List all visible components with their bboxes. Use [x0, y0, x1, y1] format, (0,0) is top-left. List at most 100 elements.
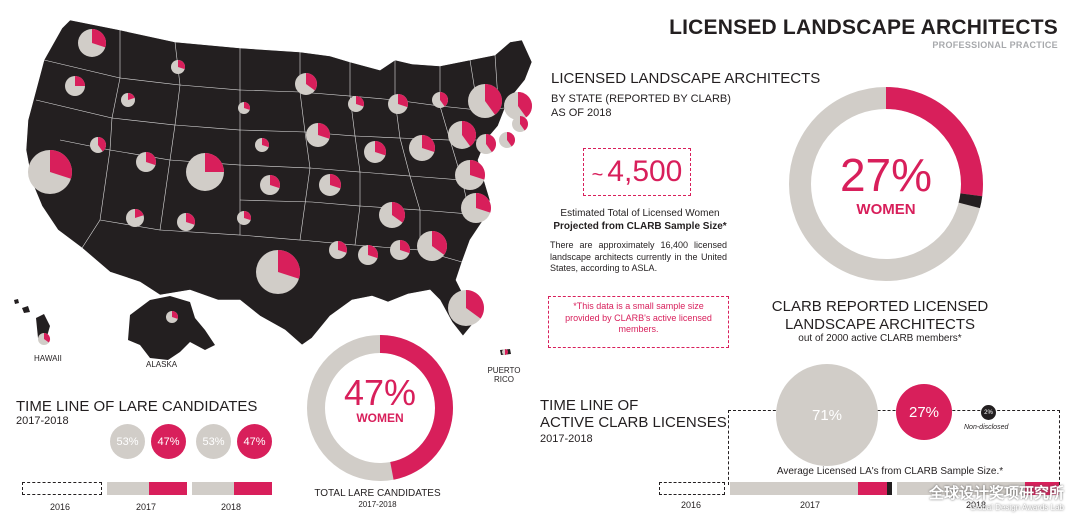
clarb-nondisclosed-bubble: 2% [981, 405, 996, 420]
state-pie-women-slice [98, 137, 107, 152]
clarb-reported-title: CLARB REPORTED LICENSED LANDSCAPE ARCHIT… [771, 298, 989, 333]
state-pie-women-slice [135, 209, 144, 218]
clarb-bar-2018-women [1024, 482, 1059, 495]
state-pie-women-slice [486, 134, 496, 153]
state-pie-women-slice [92, 29, 106, 48]
clarb-bar-2017 [730, 482, 892, 495]
lare-bar-2016 [22, 482, 102, 495]
clarb-men-bubble: 71% [776, 364, 878, 466]
lare-year-2017: 2017 [136, 502, 157, 512]
state-pie-women-slice [476, 193, 491, 213]
state-pie-women-slice [186, 213, 195, 225]
lare-year-2018: 2018 [221, 502, 242, 512]
state-pie-women-slice [128, 93, 135, 100]
lare-donut-percent: 47% [343, 372, 417, 413]
state-pie-women-slice [440, 92, 448, 107]
clarb-year-2016: 2016 [681, 500, 702, 510]
state-pie-women-slice [375, 141, 386, 156]
state-pie-women-slice [470, 160, 485, 180]
state-pie-women-slice [146, 152, 156, 166]
disclaimer-box: *This data is a small sample size provid… [548, 296, 729, 348]
state-pie-women-slice [356, 96, 364, 107]
lare-bar-2018 [192, 482, 272, 495]
state-pie-women-slice [172, 311, 178, 319]
lare-year-2016: 2016 [50, 502, 71, 512]
label-alaska: ALASKA [146, 360, 178, 369]
state-pie-women-slice [398, 94, 408, 108]
lare-bar-2017-women [149, 482, 187, 495]
clarb-year-2018: 2018 [966, 500, 987, 510]
clarb-bar-2017-nondisclosed [887, 482, 892, 495]
clarb-bar-2017-women [857, 482, 888, 495]
state-pie-women-slice [75, 76, 85, 86]
clarb-donut-label: WOMEN [856, 201, 916, 218]
state-pie-women-slice [466, 290, 484, 319]
state-pie-women-slice [44, 333, 50, 343]
estimate-box: ~ 4,500 [583, 148, 691, 196]
state-pie-women-slice [270, 175, 280, 189]
alaska-shape [128, 296, 215, 360]
label-hawaii: HAWAII [34, 354, 62, 363]
clarb-donut-percent: 27% [839, 149, 933, 201]
lare-2018-men-bubble: 53% [196, 424, 231, 459]
state-pie-women-slice [205, 153, 224, 172]
timeline-lare-years: 2017-2018 [16, 415, 69, 427]
watermark-text: 全球设计奖项研究所 [928, 485, 1064, 502]
lare-bar-2017-men [107, 482, 150, 495]
state-pie-women-slice [306, 73, 317, 91]
state-pie-women-slice [262, 138, 270, 148]
lare-bar-2017 [107, 482, 187, 495]
state-pie-women-slice [50, 150, 72, 179]
state-pie-women-slice [338, 241, 347, 253]
lare-donut-caption-years: 2017-2018 [358, 500, 397, 509]
clarb-donut-women-arc [789, 87, 983, 281]
state-pie-women-slice [244, 102, 250, 110]
estimate-label-2: Projected from CLARB Sample Size* [553, 221, 727, 232]
clarb-bar-2017-men [730, 482, 858, 495]
state-pie-women-slice [278, 250, 300, 279]
clarb-bar-2018 [897, 482, 1059, 495]
state-pie-women-slice [462, 121, 476, 147]
lare-2018-women-bubble: 47% [237, 424, 272, 459]
estimate-label-1: Estimated Total of Licensed Women [560, 208, 720, 219]
state-pie-women-slice [318, 123, 330, 139]
hawaii-shape [14, 299, 50, 340]
label-puerto-rico: PUERTO RICO [487, 366, 521, 384]
clarb-donut [789, 87, 983, 281]
state-pie-women-slice [244, 211, 251, 221]
state-pie-women-slice [432, 231, 448, 255]
state-pie-women-slice [485, 84, 503, 115]
clarb-year-2017: 2017 [800, 500, 821, 510]
lare-donut-women-arc [307, 335, 453, 481]
lare-bar-2018-women [234, 482, 272, 495]
state-pie-women-slice [400, 240, 411, 254]
clarb-women-bubble: 27% [896, 384, 952, 440]
asla-note: There are approximately 16,400 licensed … [550, 240, 727, 273]
clarb-bar-2018-men [897, 482, 1025, 495]
clarb-avg-label: Average Licensed LA's from CLARB Sample … [776, 466, 1004, 477]
state-pie-women-slice [330, 174, 341, 189]
lare-2017-men-bubble: 53% [110, 424, 145, 459]
timeline-lare-title: TIME LINE OF LARE CANDIDATES [16, 398, 258, 415]
state-pie-women-slice [505, 349, 508, 355]
header-subtitle: PROFESSIONAL PRACTICE [932, 40, 1058, 50]
lare-donut [307, 335, 453, 481]
section-subtitle-2: AS OF 2018 [551, 107, 612, 119]
lare-donut-label: WOMEN [356, 411, 404, 425]
section-title: LICENSED LANDSCAPE ARCHITECTS [551, 70, 821, 87]
lare-2017-women-bubble: 47% [151, 424, 186, 459]
state-pie-women-slice [518, 92, 533, 118]
us-map [14, 19, 533, 360]
timeline-clarb-title: TIME LINE OF ACTIVE CLARB LICENSES [540, 397, 727, 431]
section-subtitle-1: BY STATE (REPORTED BY CLARB) [551, 93, 731, 105]
clarb-nondisclosed-label: Non-disclosed [964, 424, 1009, 431]
state-pie-women-slice [392, 202, 405, 223]
clarb-timeline-frame [728, 410, 1060, 485]
clarb-bar-2016 [659, 482, 725, 495]
clarb-reported-subtitle: out of 2000 active CLARB members* [798, 333, 962, 344]
watermark-subtext: Global Design Awards Lab [969, 503, 1064, 512]
estimate-value: 4,500 [607, 155, 683, 188]
state-pie-women-slice [422, 135, 435, 153]
lare-donut-caption: TOTAL LARE CANDIDATES [314, 488, 441, 499]
state-pie-women-slice [368, 245, 379, 259]
